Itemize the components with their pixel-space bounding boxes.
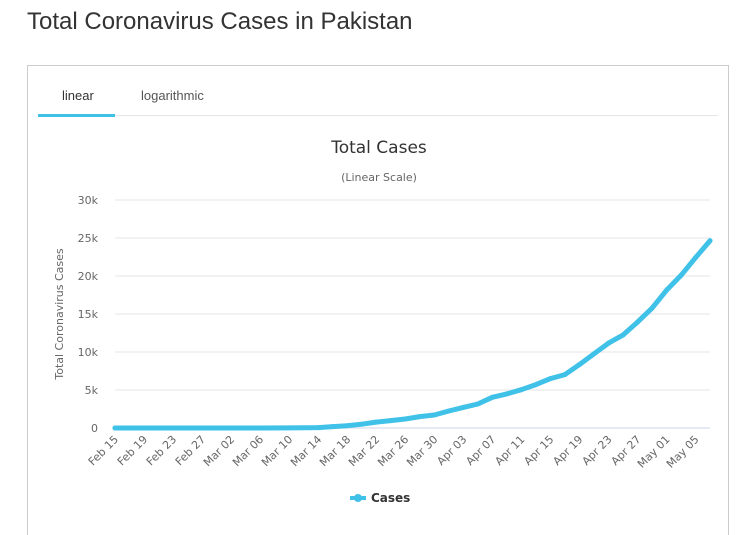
x-tick-label: Mar 18: [317, 433, 353, 469]
data-point: [533, 382, 539, 388]
data-point: [286, 425, 292, 431]
x-tick-label: Apr 03: [434, 433, 469, 468]
series-cases: [112, 238, 713, 431]
data-point: [620, 332, 626, 338]
grid-lines: [115, 199, 710, 429]
x-tick-label: Mar 10: [259, 433, 295, 469]
scale-tabs: linear logarithmic: [28, 66, 728, 118]
data-point: [664, 287, 669, 293]
x-tick-label: Feb 23: [144, 433, 179, 468]
x-tick-label: Mar 02: [201, 433, 237, 469]
y-tick-label: 15k: [78, 308, 99, 321]
data-point: [417, 414, 423, 420]
y-tick-label: 20k: [78, 270, 99, 283]
legend[interactable]: Cases: [350, 491, 410, 505]
data-point: [170, 425, 176, 431]
tab-logarithmic[interactable]: logarithmic: [141, 88, 204, 103]
legend-marker-cases: [354, 494, 362, 502]
x-tick-label: Mar 30: [404, 433, 440, 469]
chart-subtitle: (Linear Scale): [341, 171, 417, 184]
data-point: [693, 255, 698, 261]
data-point: [402, 416, 408, 422]
y-tick-label: 10k: [78, 346, 99, 359]
x-tick-label: Feb 15: [86, 433, 121, 468]
data-point: [315, 425, 321, 431]
data-point: [504, 391, 510, 397]
data-point: [359, 421, 365, 427]
x-tick-label: Apr 19: [550, 433, 585, 468]
data-point: [431, 412, 437, 418]
y-axis-title: Total Coronavirus Cases: [53, 248, 66, 381]
y-tick-label: 5k: [85, 384, 99, 397]
data-point: [344, 423, 350, 429]
data-point: [518, 387, 524, 393]
x-tick-label: Mar 22: [346, 433, 382, 469]
x-tick-label: May 05: [664, 433, 702, 471]
data-point: [547, 376, 553, 382]
y-tick-label: 30k: [78, 194, 99, 207]
data-point: [373, 419, 379, 425]
data-point: [678, 272, 684, 278]
x-tick-label: Mar 14: [288, 433, 324, 469]
x-tick-label: Apr 11: [492, 433, 527, 468]
data-point: [388, 418, 394, 424]
chart-panel: linear logarithmic: [27, 65, 729, 535]
data-point: [141, 425, 147, 431]
data-point: [634, 319, 640, 325]
x-tick-label: Mar 26: [375, 433, 411, 469]
data-point: [475, 401, 481, 407]
x-tick-label: Apr 23: [580, 433, 615, 468]
y-tick-label: 0: [91, 422, 98, 435]
data-point: [605, 340, 611, 346]
data-point: [257, 425, 263, 431]
chart-title: Total Cases: [330, 138, 427, 158]
x-tick-label: Apr 07: [463, 433, 498, 468]
tabs-divider: [38, 115, 718, 116]
x-tick-label: Mar 06: [230, 433, 266, 469]
data-point: [562, 372, 568, 378]
y-tick-label: 25k: [78, 232, 99, 245]
x-tick-label: Apr 15: [521, 433, 556, 468]
x-tick-label: Feb 19: [115, 433, 150, 468]
total-cases-chart: Total Cases (Linear Scale) Total Coronav…: [53, 138, 713, 505]
data-point: [649, 305, 655, 311]
data-point: [199, 425, 205, 431]
legend-label-cases[interactable]: Cases: [371, 491, 410, 505]
data-point: [446, 408, 452, 414]
data-point: [591, 351, 597, 357]
data-point: [112, 425, 118, 431]
data-point: [489, 394, 495, 400]
data-point: [707, 238, 713, 244]
data-point: [228, 425, 234, 431]
y-tick-labels: 0 5k 10k 15k 20k 25k 30k: [78, 194, 99, 435]
active-tab-indicator: [38, 114, 115, 117]
data-point: [330, 424, 336, 430]
tab-linear[interactable]: linear: [62, 88, 94, 103]
page-title: Total Coronavirus Cases in Pakistan: [27, 8, 413, 35]
data-point: [576, 362, 582, 368]
data-point: [460, 404, 466, 410]
